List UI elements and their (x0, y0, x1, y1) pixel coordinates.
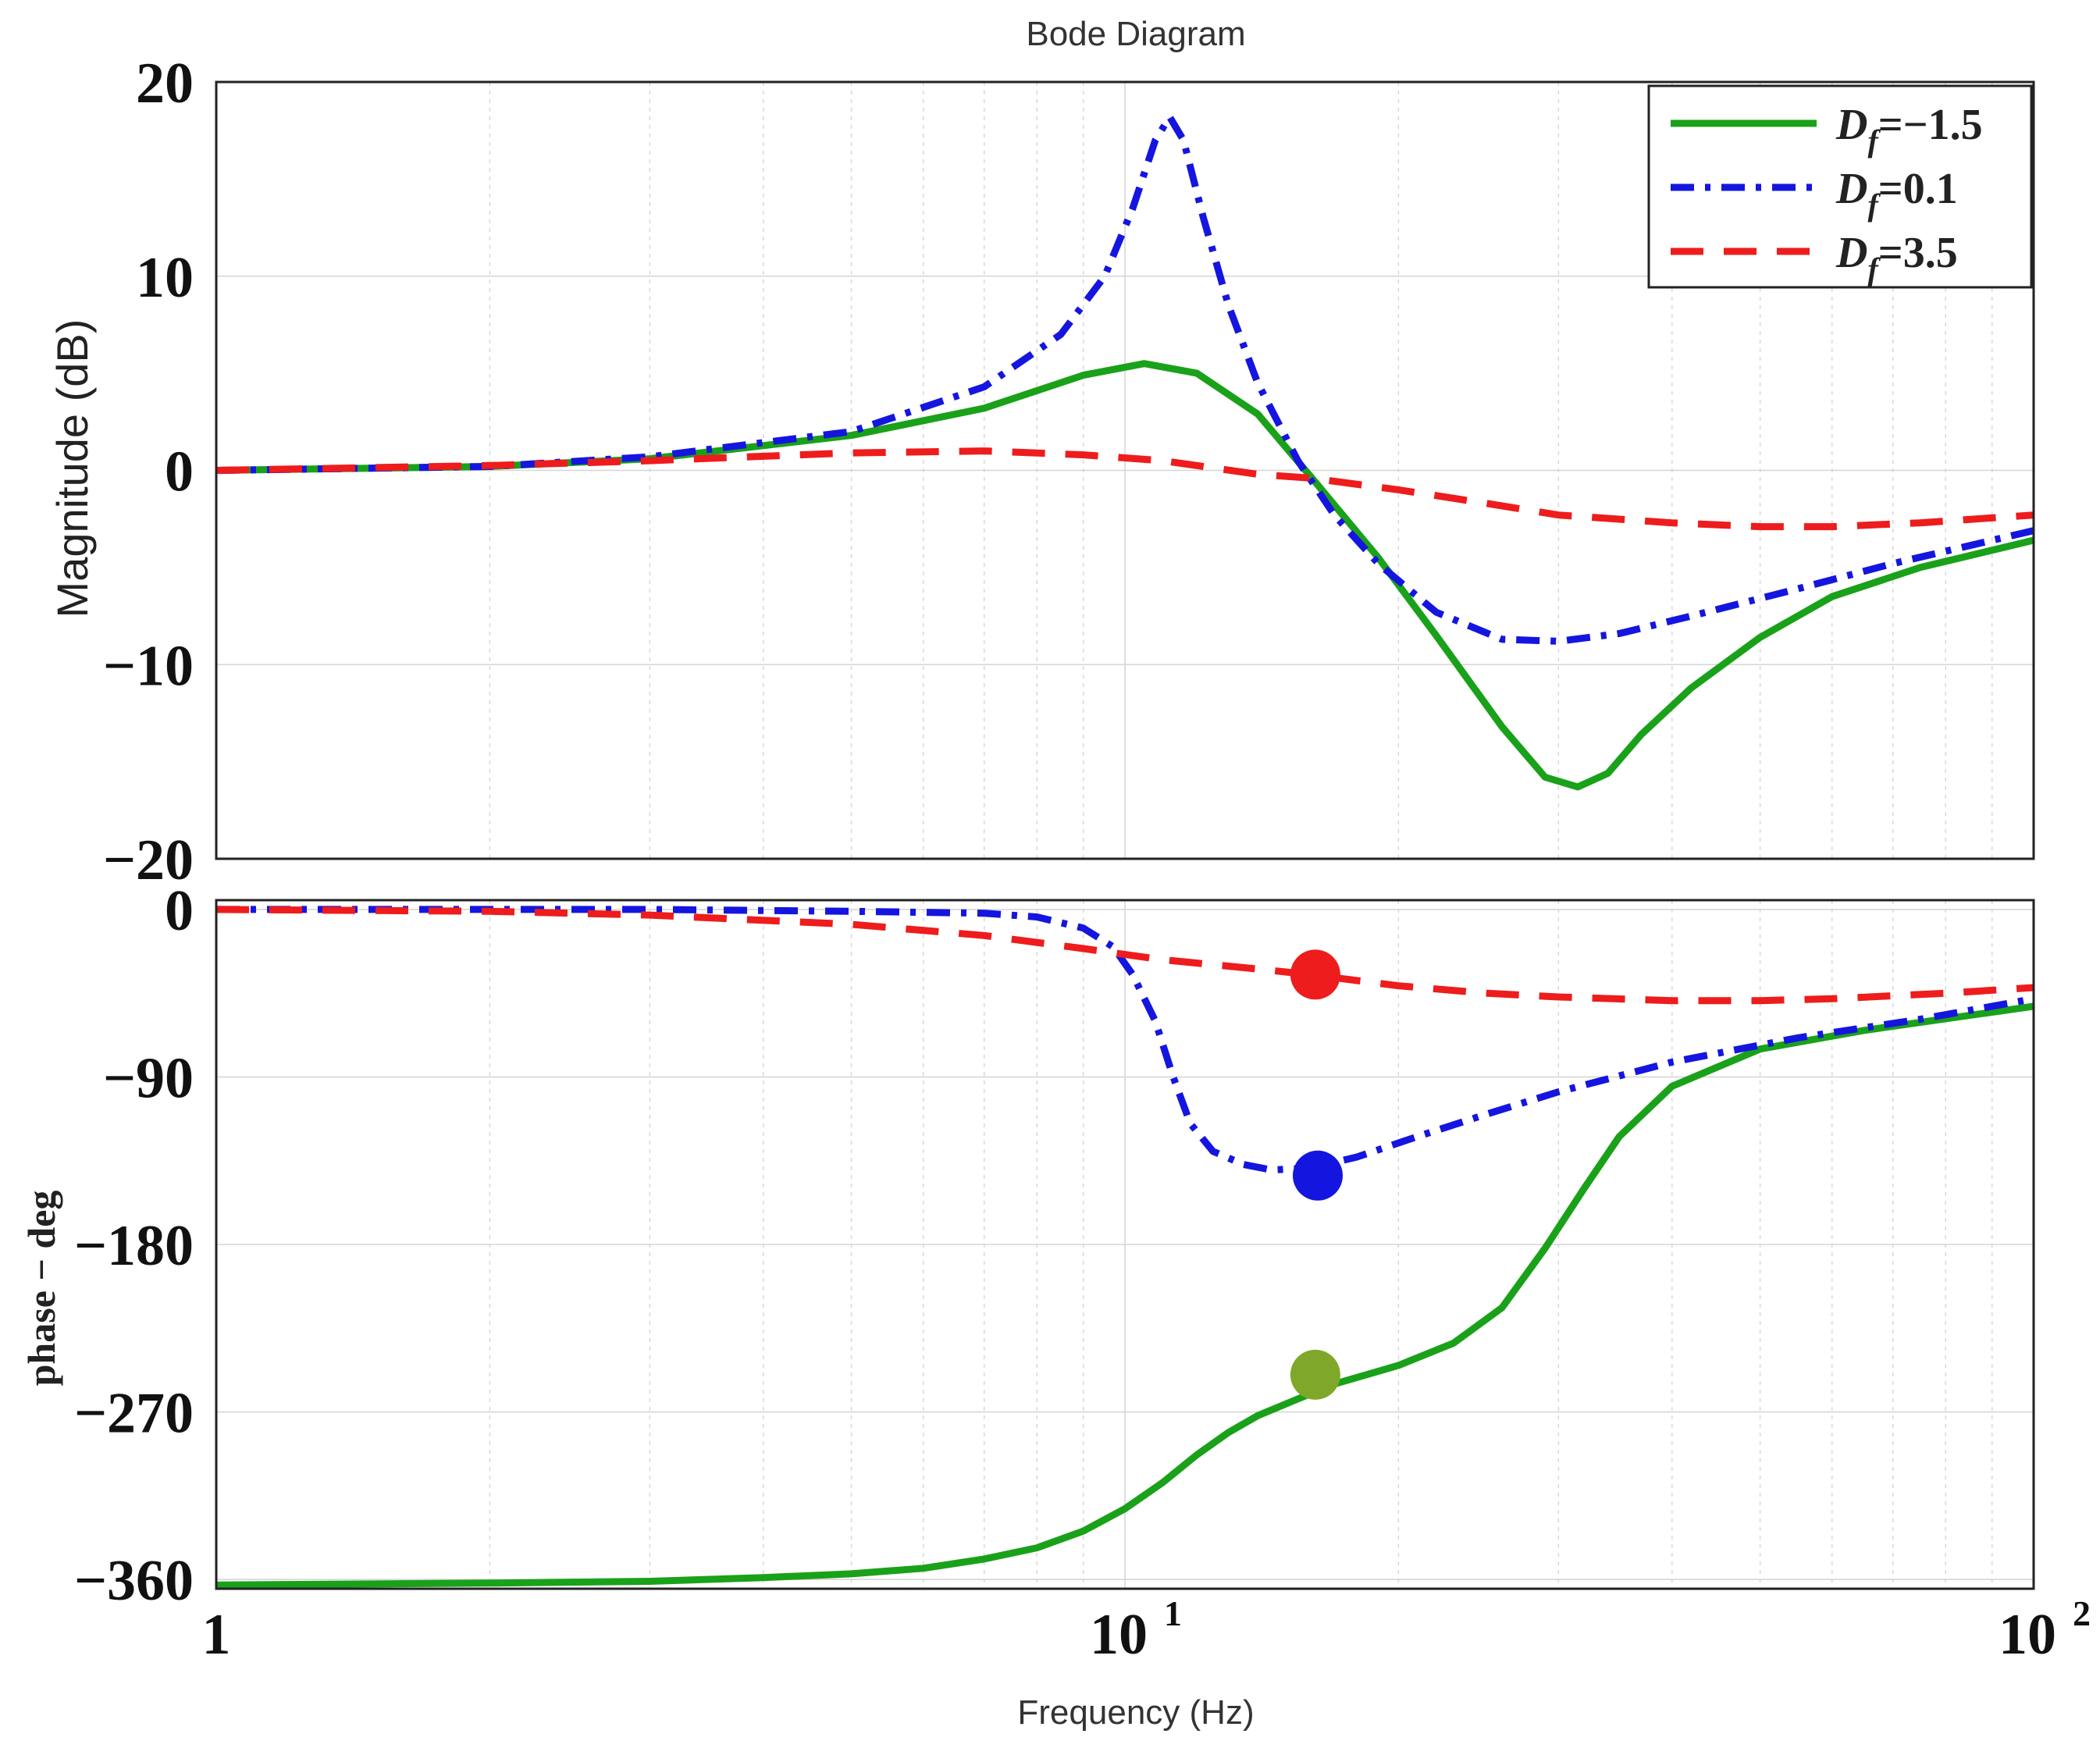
x-tick-label: 10 (1999, 1603, 2056, 1667)
legend-box (1647, 84, 2033, 289)
magnitude-y-tick-label: 10 (136, 246, 194, 310)
magnitude-y-tick-label: 0 (165, 440, 194, 504)
magnitude-series-line (215, 113, 2035, 645)
phase-y-tick-label: −360 (74, 1549, 194, 1613)
magnitude-y-tick-label: −10 (103, 634, 194, 698)
x-tick-label: 1 (202, 1603, 231, 1667)
legend-entry-label: Df=−1.5 (1835, 101, 1983, 158)
chart-title: Bode Diagram (1026, 15, 1245, 53)
phase-series-line (216, 906, 2034, 1174)
phase-y-tick-label: −90 (103, 1046, 194, 1110)
phase-markers (1290, 949, 1343, 1400)
legend-subscript: f (1867, 123, 1881, 158)
phase-series-line (215, 906, 2034, 1005)
magnitude-series-line (215, 360, 2035, 791)
phase-y-tick-label: −270 (74, 1382, 194, 1446)
legend-entry-label: Df=3.5 (1835, 229, 1958, 287)
legend-variable: D (1835, 101, 1867, 149)
phase-y-tick-label: −180 (74, 1214, 194, 1278)
x-axis-label: Frequency (Hz) (1017, 1693, 1254, 1732)
phase-axes-frame (215, 899, 2035, 1590)
legend-variable: D (1835, 229, 1867, 277)
x-ticks: 1 10 1 10 2 (202, 1593, 2091, 1667)
magnitude-series (215, 113, 2035, 791)
crossover-marker (1290, 1349, 1340, 1400)
magnitude-y-tick-label: −20 (103, 828, 194, 892)
legend-value: =3.5 (1878, 229, 1958, 277)
phase-series (215, 906, 2034, 1589)
legend-entry-label: Df=0.1 (1835, 165, 1958, 223)
legend-subscript: f (1867, 251, 1881, 287)
phase-y-label: phase − deg (20, 1191, 63, 1387)
magnitude-y-ticks: 20 10 0 −10 −20 (103, 52, 194, 892)
phase-panel: 0 −90 −180 −270 −360 1 10 1 10 2 (74, 879, 2091, 1667)
legend-value: =−1.5 (1878, 101, 1983, 149)
phase-y-tick-label: 0 (165, 879, 194, 943)
x-tick-exponent: 1 (1164, 1593, 1182, 1633)
legend-value: =0.1 (1878, 165, 1958, 213)
magnitude-axes-frame (215, 80, 2035, 860)
x-tick-exponent: 2 (2073, 1593, 2091, 1633)
magnitude-y-tick-label: 20 (136, 52, 194, 116)
legend-variable: D (1835, 165, 1867, 213)
phase-series-line (215, 1002, 2034, 1589)
x-tick-label: 10 (1090, 1603, 1148, 1667)
magnitude-y-label: Magnitude (dB) (48, 319, 97, 618)
crossover-marker (1290, 949, 1340, 1000)
legend: Df=−1.5Df=0.1Df=3.5 (1647, 84, 2033, 289)
legend-subscript: f (1867, 187, 1881, 223)
crossover-marker (1292, 1150, 1343, 1201)
phase-y-ticks: 0 −90 −180 −270 −360 (74, 879, 194, 1613)
